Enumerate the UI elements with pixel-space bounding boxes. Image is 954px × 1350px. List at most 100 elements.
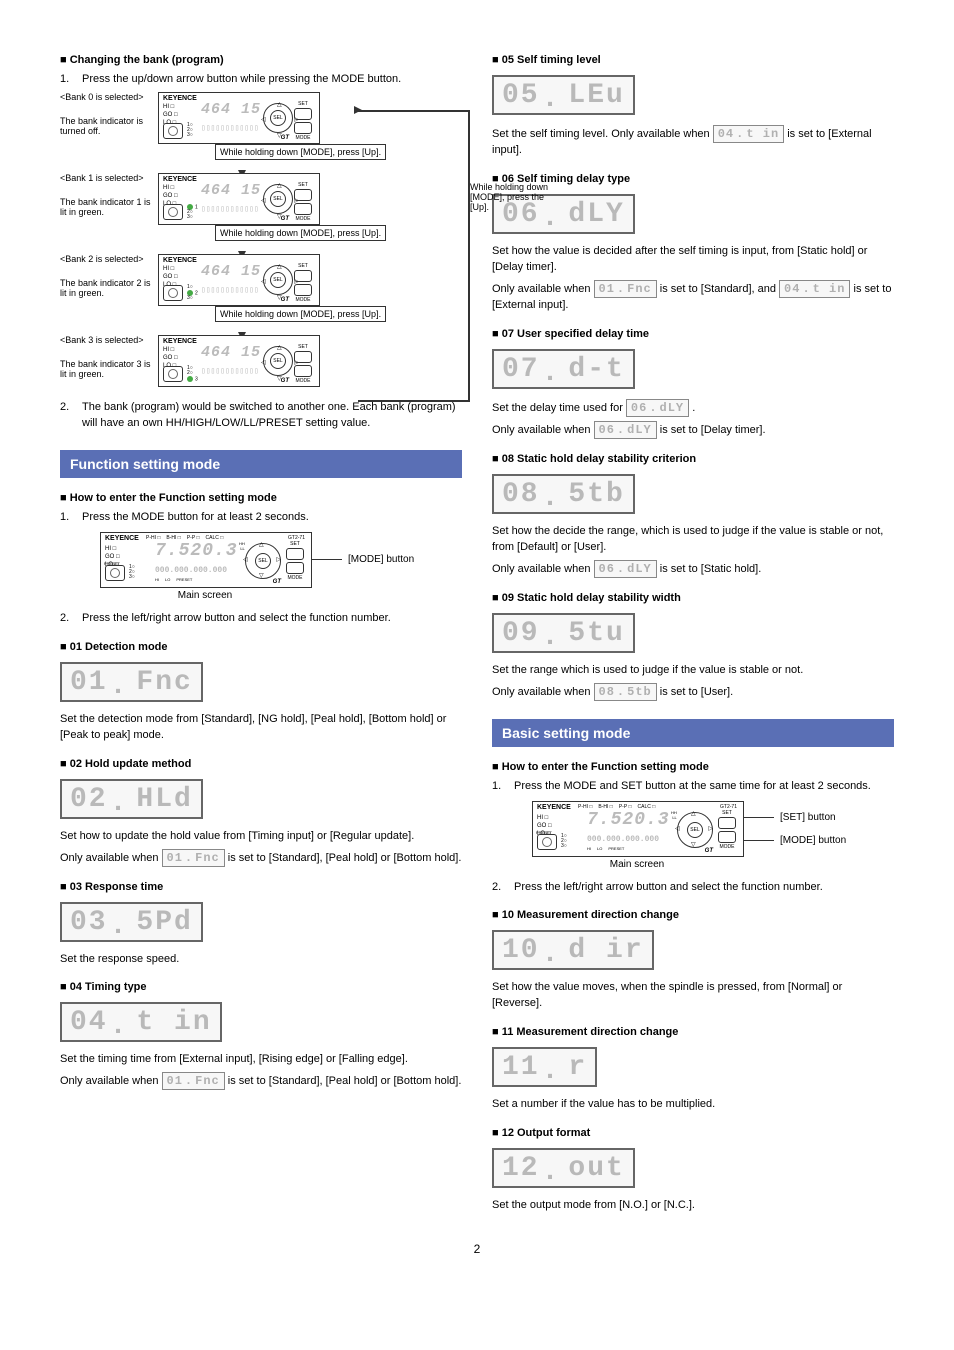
text-08-2: Only available when 06.dLY is set to [St…: [492, 560, 894, 578]
t: Only available when: [492, 685, 594, 697]
flow-return-line-bot: [358, 400, 470, 402]
step-number: 1.: [492, 779, 506, 795]
t: is set to [Standard], [Peal hold] or [Bo…: [228, 851, 462, 863]
seg-right: d ir: [568, 937, 643, 965]
lead-mode: [MODE] button: [744, 835, 846, 846]
preset-btn: [163, 204, 183, 220]
text-07-1: Set the delay time used for 06.dLY .: [492, 399, 894, 417]
heading-changing-bank: Changing the bank (program): [60, 54, 462, 66]
bank-dots: 1○2○3: [187, 366, 198, 382]
seg-left: 12: [502, 1155, 540, 1183]
page-number: 2: [60, 1242, 894, 1256]
t: is set to [User].: [660, 685, 733, 697]
device-main: 7.520.3: [587, 810, 670, 830]
brand: KEYENCE: [163, 257, 197, 264]
seg-right: Fnc: [136, 669, 192, 697]
step-text: Press the left/right arrow button and se…: [82, 611, 391, 627]
bank-tag: <Bank 3 is selected> The bank indicator …: [60, 335, 152, 379]
seg-right: HLd: [136, 786, 192, 814]
bank-dots: 1○2○3○: [561, 834, 567, 849]
t: is set to [Standard], [Peal hold] or [Bo…: [228, 1075, 462, 1087]
device-main: 464 15: [201, 101, 261, 118]
text-02b: Only available when 01.Fnc is set to [St…: [60, 849, 462, 867]
preset-btn: [163, 285, 183, 301]
lead-label: [MODE] button: [780, 835, 846, 846]
heading-10: 10 Measurement direction change: [492, 909, 894, 921]
bank-device: KEYENCE HIGOLO 464 15 ▯▯▯▯▯▯▯▯▯▯▯▯ 12○3○…: [158, 173, 318, 228]
text-04: Set the timing time from [External input…: [60, 1052, 462, 1068]
bank-tag-label: <Bank 2 is selected>: [60, 254, 152, 264]
bank-tag: <Bank 1 is selected> The bank indicator …: [60, 173, 152, 217]
device-main: 464 15: [201, 182, 261, 199]
seg-right: out: [568, 1155, 624, 1183]
small-labels: HILOPRESET: [587, 846, 624, 851]
bank-row-2: <Bank 2 is selected> The bank indicator …: [60, 254, 462, 309]
device-main: 7.520.3: [155, 541, 238, 561]
text-06-1: Set how the value is decided after the s…: [492, 244, 894, 276]
caption: Main screen: [532, 859, 742, 870]
device-sub: 000.000.000.000: [155, 566, 227, 575]
seg-right: dLY: [568, 201, 624, 229]
gt: GT: [705, 848, 713, 854]
device: KEYENCE HIGOLO 464 15 ▯▯▯▯▯▯▯▯▯▯▯▯ 1○2○3…: [158, 92, 320, 144]
pad: △▽◁▷ SET MODE: [677, 808, 737, 850]
right-column: 05 Self timing level 05. LEu Set the sel…: [492, 40, 894, 1218]
device-main: 464 15: [201, 344, 261, 361]
brand: KEYENCE: [163, 95, 197, 102]
text-04b: Only available when 01.Fnc is set to [St…: [60, 1072, 462, 1090]
seg-inline: 08.5tb: [594, 683, 657, 701]
step-number: 2.: [60, 611, 74, 627]
lead-set: [SET] button: [744, 812, 846, 823]
device: KEYENCE GT2-71 P-HIB-HIP-PCALC HIGOLO 7.…: [532, 801, 744, 857]
lead-label: [SET] button: [780, 812, 836, 823]
device-sub: ▯▯▯▯▯▯▯▯▯▯▯▯: [201, 123, 259, 133]
t: Set the self timing level. Only availabl…: [492, 128, 713, 140]
enter-func-step1: 1. Press the MODE button for at least 2 …: [60, 510, 462, 526]
step-text: Press the up/down arrow button while pre…: [82, 72, 401, 88]
seg-left: 07: [502, 356, 540, 384]
seg-inline: 06.dLY: [594, 421, 657, 439]
seg-11: 11. r: [492, 1047, 597, 1087]
seg-inline: 06.dLY: [594, 560, 657, 578]
lead-mode: [MODE] button: [312, 554, 414, 565]
preset-btn: [163, 366, 183, 382]
bank-dots: 1○2○3○: [129, 565, 135, 580]
t: Only available when: [60, 851, 162, 863]
preset-btn: [163, 123, 183, 139]
heading-08: 08 Static hold delay stability criterion: [492, 453, 894, 465]
seg-right: t in: [136, 1009, 211, 1037]
enter-func-step2: 2. Press the left/right arrow button and…: [60, 611, 462, 627]
bank-dots: 12○3○: [187, 204, 198, 220]
seg-left: 01: [70, 669, 108, 697]
t: Set the delay time used for: [492, 402, 626, 414]
device: KEYENCE HIGOLO 464 15 ▯▯▯▯▯▯▯▯▯▯▯▯ 1○23○…: [158, 254, 320, 306]
tiny-labels: HHLL: [239, 541, 245, 551]
step-number: 1.: [60, 510, 74, 526]
pad: △▽◁▷ SET MODE: [245, 539, 305, 581]
heading-07: 07 User specified delay time: [492, 328, 894, 340]
seg-left: 09: [502, 620, 540, 648]
device: KEYENCE HIGOLO 464 15 ▯▯▯▯▯▯▯▯▯▯▯▯ 1○2○3…: [158, 335, 320, 387]
gt: GT: [281, 216, 289, 222]
seg-03: 03. 5Pd: [60, 902, 203, 942]
basic-step1: 1. Press the MODE and SET button at the …: [492, 779, 894, 795]
brand: KEYENCE: [163, 338, 197, 345]
gt: GT: [281, 297, 289, 303]
gt: GT: [273, 579, 281, 585]
bank-note: While holding down [MODE], press [Up].: [215, 306, 386, 322]
seg-left: 08: [502, 481, 540, 509]
seg-12: 12. out: [492, 1148, 635, 1188]
seg-left: 03: [70, 909, 108, 937]
bank-tag-label: <Bank 1 is selected>: [60, 173, 152, 183]
gt: GT: [281, 378, 289, 384]
bank-tag-label: <Bank 0 is selected>: [60, 92, 152, 102]
bank-flow-diagram: While holding down [MODE], press the [Up…: [60, 92, 462, 390]
device-sub: ▯▯▯▯▯▯▯▯▯▯▯▯: [201, 366, 259, 376]
seg-right: LEu: [568, 82, 624, 110]
bank-device: KEYENCE HIGOLO 464 15 ▯▯▯▯▯▯▯▯▯▯▯▯ 1○23○…: [158, 254, 318, 309]
seg-right: 5tb: [568, 481, 624, 509]
bank-row-3: <Bank 3 is selected> The bank indicator …: [60, 335, 462, 390]
heading-11: 11 Measurement direction change: [492, 1026, 894, 1038]
seg-inline: 01.Fnc: [594, 280, 657, 298]
device-sub: 000.000.000.000: [587, 835, 659, 844]
